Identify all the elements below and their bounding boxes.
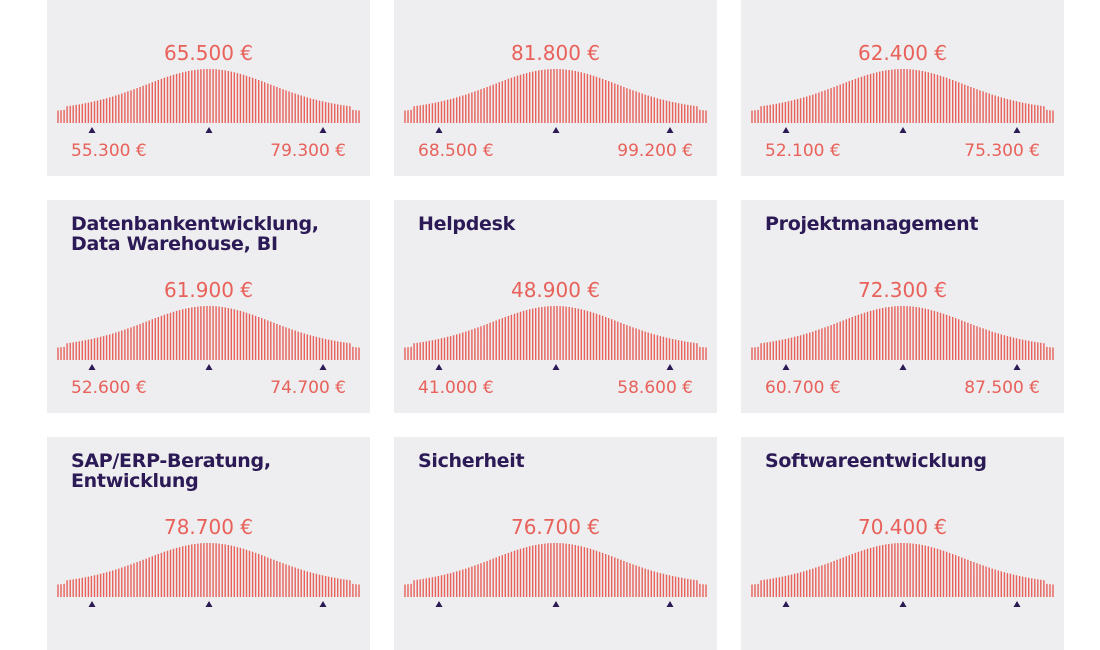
median-salary: 81.800 €: [510, 41, 601, 65]
salary-card: Helpdesk 48.900 € 41.000 € 58.600 €: [394, 200, 717, 413]
high-salary: 75.300 €: [964, 141, 1040, 161]
distribution-curve: [751, 306, 1054, 370]
high-salary: 87.500 €: [964, 378, 1040, 398]
marker: [435, 601, 443, 607]
distribution-curve: [404, 69, 707, 133]
marker: [88, 127, 96, 133]
distribution-curve: [751, 69, 1054, 133]
distribution-curve: [57, 69, 360, 133]
high-salary: 99.200 €: [617, 141, 693, 161]
marker: [435, 364, 443, 370]
distribution-curve: [57, 306, 360, 370]
median-salary: 62.400 €: [857, 41, 948, 65]
median-salary: 76.700 €: [510, 515, 601, 539]
card-title: Softwareentwicklung: [765, 450, 987, 472]
marker: [205, 364, 213, 370]
curve-bars: [404, 69, 707, 123]
marker: [205, 127, 213, 133]
marker: [319, 364, 327, 370]
marker: [435, 127, 443, 133]
salary-card: Projektmanagement 72.300 € 60.700 € 87.500 …: [741, 200, 1064, 413]
low-salary: 41.000 €: [418, 378, 494, 398]
card-title: Projektmanagement: [765, 213, 979, 235]
card-title: Helpdesk: [418, 213, 515, 235]
marker: [666, 364, 674, 370]
median-salary: 61.900 €: [163, 278, 254, 302]
high-salary: 74.700 €: [270, 378, 346, 398]
marker: [552, 127, 560, 133]
marker: [782, 127, 790, 133]
curve-bars: [404, 543, 707, 597]
distribution-curve: [404, 543, 707, 607]
marker: [88, 364, 96, 370]
marker: [899, 601, 907, 607]
curve-bars: [751, 306, 1054, 360]
high-salary: 58.600 €: [617, 378, 693, 398]
median-salary: 65.500 €: [163, 41, 254, 65]
marker: [319, 127, 327, 133]
median-salary: 70.400 €: [857, 515, 948, 539]
marker: [666, 601, 674, 607]
curve-bars: [57, 543, 360, 597]
median-salary: 72.300 €: [857, 278, 948, 302]
salary-card: 65.500 € 55.300 € 79.300 €: [47, 0, 370, 176]
curve-bars: [404, 306, 707, 360]
salary-card: 62.400 € 52.100 € 75.300 €: [741, 0, 1064, 176]
salary-card: Sicherheit 76.700 €: [394, 437, 717, 650]
distribution-curve: [404, 306, 707, 370]
card-title: Datenbankentwicklung, Data Warehouse, BI: [71, 213, 319, 255]
marker: [552, 601, 560, 607]
curve-bars: [751, 69, 1054, 123]
median-salary: 48.900 €: [510, 278, 601, 302]
low-salary: 52.100 €: [765, 141, 841, 161]
high-salary: 79.300 €: [270, 141, 346, 161]
median-salary: 78.700 €: [163, 515, 254, 539]
curve-bars: [751, 543, 1054, 597]
marker: [666, 127, 674, 133]
marker: [319, 601, 327, 607]
distribution-curve: [751, 543, 1054, 607]
low-salary: 52.600 €: [71, 378, 147, 398]
marker: [1013, 364, 1021, 370]
salary-card: Softwareentwicklung 70.400 €: [741, 437, 1064, 650]
page: {"cards": [ {"median": "65.500 €", "low"…: [47, 0, 1064, 650]
marker: [1013, 127, 1021, 133]
marker: [1013, 601, 1021, 607]
marker: [88, 601, 96, 607]
salary-card: SAP/ERP-Beratung, Entwicklung 78.700 €: [47, 437, 370, 650]
card-title: Sicherheit: [418, 450, 525, 472]
marker: [552, 364, 560, 370]
distribution-curve: [57, 543, 360, 607]
card-title: SAP/ERP-Beratung, Entwicklung: [71, 450, 271, 492]
marker: [782, 601, 790, 607]
low-salary: 68.500 €: [418, 141, 494, 161]
salary-card: Datenbankentwicklung, Data Warehouse, BI…: [47, 200, 370, 413]
low-salary: 60.700 €: [765, 378, 841, 398]
low-salary: 55.300 €: [71, 141, 147, 161]
marker: [899, 127, 907, 133]
salary-card: 81.800 € 68.500 € 99.200 €: [394, 0, 717, 176]
curve-bars: [57, 306, 360, 360]
marker: [899, 364, 907, 370]
marker: [205, 601, 213, 607]
marker: [782, 364, 790, 370]
curve-bars: [57, 69, 360, 123]
